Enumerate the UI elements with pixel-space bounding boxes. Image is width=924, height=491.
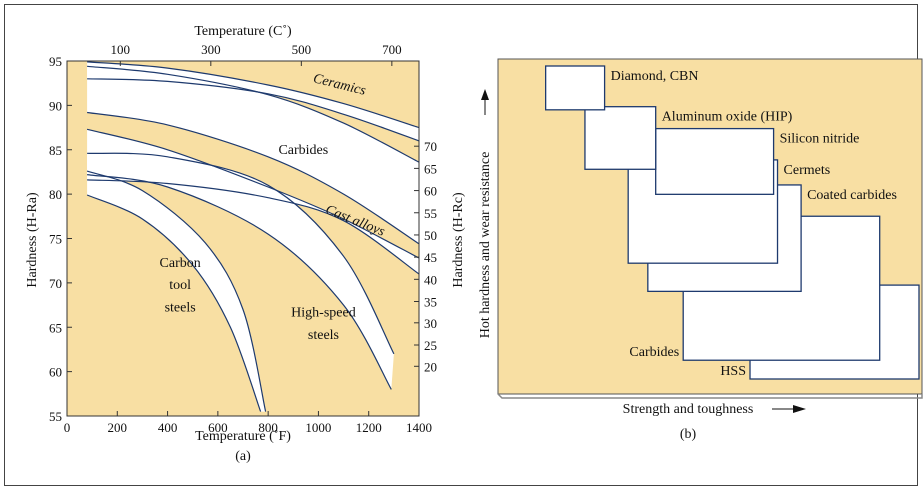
right-tick-label: 20 (424, 359, 437, 374)
curve-label-steels: steels (165, 300, 196, 315)
y-tick-label: 65 (49, 320, 62, 335)
chart-b: Diamond, CBN Aluminum oxide (HIP) Silicon … (478, 58, 923, 442)
right-tick-label: 45 (424, 250, 437, 265)
box-label-aluminum-oxide-hip: Aluminum oxide (HIP) (662, 110, 793, 125)
y-tick-label: 80 (49, 187, 62, 202)
right-tick-label: 25 (424, 338, 437, 353)
y-tick-label: 90 (49, 98, 62, 113)
chart-b-x-arrow-head (793, 405, 806, 413)
top-tick-label: 100 (111, 42, 131, 57)
x-tick-label: 0 (64, 420, 71, 435)
curve-label-steels: steels (308, 328, 339, 343)
chart-b-y-axis: Hot hardness and wear resistance (478, 89, 493, 338)
curve-upper-carbon-tool-steels (86, 170, 267, 412)
chart-a-ticks: 0 200 400 600 800 1000 1200 1400 55 60 65 70 75 80 85 9… (49, 42, 437, 435)
x-tick-label: 200 (108, 420, 128, 435)
top-tick-label: 700 (382, 42, 402, 57)
curve-label-high-speed: High-speed (291, 306, 356, 321)
chart-b-panel-shadow (497, 393, 923, 399)
x-tick-label: 1000 (305, 420, 331, 435)
curve-lower-ceramics (87, 78, 420, 142)
right-tick-label: 40 (424, 272, 437, 287)
top-tick-label: 500 (292, 42, 312, 57)
chart-a-bands (86, 61, 420, 412)
box-label-cermets: Cermets (784, 163, 831, 178)
band-fill-high-speed-steels (87, 153, 394, 390)
chart-a-top-axis-label: Temperature (C˚) (194, 24, 292, 39)
curve-lower-carbides (87, 111, 420, 245)
y-tick-label: 85 (49, 143, 62, 158)
curve-label-carbon: Carbon (160, 256, 201, 271)
x-tick-label: 1200 (356, 420, 382, 435)
box-label-coated-carbides: Coated carbides (807, 188, 897, 203)
box-label-hss: HSS (720, 364, 746, 379)
chart-a-caption: (a) (235, 449, 251, 464)
right-tick-label: 50 (424, 228, 437, 243)
right-tick-label: 65 (424, 161, 437, 176)
x-tick-label: 1400 (406, 420, 432, 435)
chart-a-y-axis-label: Hardness (H-Ra) (25, 192, 40, 288)
box-label-carbides: Carbides (629, 345, 679, 360)
y-tick-label: 55 (49, 409, 62, 424)
top-tick-label: 300 (201, 42, 221, 57)
chart-b-y-axis-label: Hot hardness and wear resistance (478, 152, 493, 339)
y-tick-label: 95 (49, 54, 62, 69)
curve-upper-high-speed-steels (87, 152, 395, 355)
curve-lower-carbon-tool-steels (86, 194, 262, 412)
band-fill-carbides (87, 66, 419, 244)
band-fill-carbon-tool-steels (87, 171, 266, 412)
box-aluminum-oxide-hip (584, 106, 657, 170)
x-tick-label: 400 (158, 420, 178, 435)
box-diamond-cbn (545, 65, 606, 111)
chart-b-y-arrow-head (481, 89, 489, 100)
right-tick-label: 30 (424, 316, 437, 331)
y-tick-label: 60 (49, 365, 62, 380)
chart-b-caption: (b) (680, 427, 697, 442)
right-tick-label: 60 (424, 184, 437, 199)
chart-b-boxes: Diamond, CBN Aluminum oxide (HIP) Silicon … (545, 65, 920, 380)
chart-a-x-axis-label: Temperature (˚F) (195, 429, 291, 444)
curve-upper-ceramics (87, 61, 420, 129)
right-tick-label: 70 (424, 139, 437, 154)
right-tick-label: 35 (424, 295, 437, 310)
box-silicon-nitride (655, 127, 775, 195)
right-tick-label: 55 (424, 206, 437, 221)
x-tick-label: 800 (258, 420, 278, 435)
chart-b-x-axis: Strength and toughness (623, 402, 806, 417)
chart-a: 0 200 400 600 800 1000 1200 1400 55 60 65 70 75 80 85 9… (25, 24, 466, 464)
box-label-silicon-nitride: Silicon nitride (780, 132, 860, 147)
curve-lower-high-speed-steels (87, 174, 392, 390)
curve-upper-carbides (87, 65, 420, 163)
chart-a-right-axis-label: Hardness (H-Rc) (451, 192, 466, 288)
y-tick-label: 75 (49, 232, 62, 247)
box-label-diamond-cbn: Diamond, CBN (611, 69, 699, 84)
curve-label-carbides: Carbides (278, 143, 328, 158)
curve-label-tool: tool (169, 278, 191, 293)
curve-upper-cast-alloys (86, 128, 420, 259)
y-tick-label: 70 (49, 276, 62, 291)
x-tick-label: 600 (208, 420, 228, 435)
chart-b-x-axis-label: Strength and toughness (623, 402, 754, 417)
